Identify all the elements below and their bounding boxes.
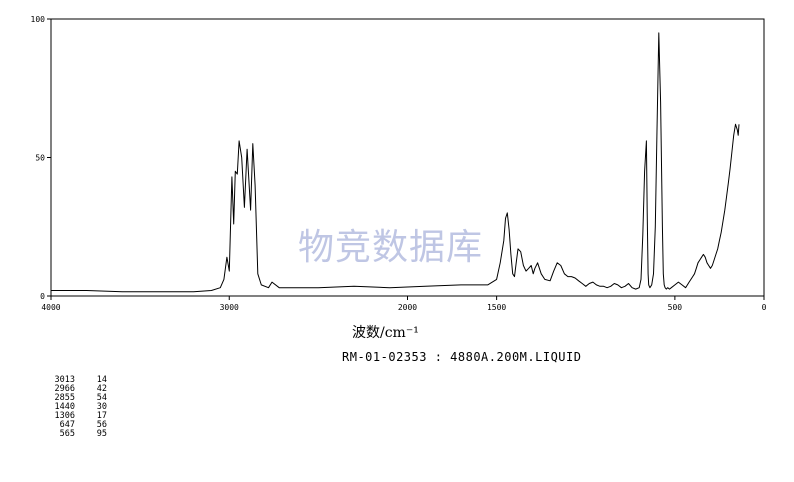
peak-row: 565 95 bbox=[44, 430, 107, 439]
peak-row: 647 56 bbox=[44, 421, 107, 430]
peak-row: 2855 54 bbox=[44, 394, 107, 403]
peak-intensity: 95 bbox=[96, 429, 107, 439]
x-tick-label: 1500 bbox=[487, 303, 506, 312]
peak-wavenumber: 1306 bbox=[54, 411, 75, 421]
peak-row: 1440 30 bbox=[44, 403, 107, 412]
x-tick-label: 0 bbox=[762, 303, 767, 312]
x-tick-label: 2000 bbox=[398, 303, 417, 312]
raman-spectrum-chart: 0 50 100 4000 3000 2000 1500 500 0 bbox=[31, 15, 767, 312]
peak-intensity: 42 bbox=[96, 384, 107, 394]
x-tick-label: 500 bbox=[668, 303, 683, 312]
peak-intensity: 30 bbox=[96, 402, 107, 412]
x-tick-label: 4000 bbox=[41, 303, 60, 312]
x-tick-label: 3000 bbox=[220, 303, 239, 312]
peak-row: 3013 14 bbox=[44, 376, 107, 385]
y-tick-label: 50 bbox=[35, 154, 45, 163]
peak-wavenumber: 3013 bbox=[54, 375, 75, 385]
peak-intensity: 54 bbox=[96, 393, 107, 403]
x-axis-label: 波数/cm⁻¹ bbox=[352, 325, 419, 341]
peak-wavenumber: 565 bbox=[59, 429, 75, 439]
sample-id: RM-01-02353 : 4880A.200M.LIQUID bbox=[342, 350, 582, 364]
peak-wavenumber: 647 bbox=[59, 420, 75, 430]
peak-intensity: 17 bbox=[96, 411, 107, 421]
watermark: 物竞数据库 bbox=[298, 227, 484, 268]
peak-wavenumber: 2855 bbox=[54, 393, 75, 403]
peak-table: 3013 14 2966 42 2855 54 1440 30 1306 17 647 56 565 95 bbox=[44, 376, 107, 439]
y-tick-label: 0 bbox=[40, 292, 45, 301]
peak-intensity: 14 bbox=[96, 375, 107, 385]
spectrum-line bbox=[51, 32, 740, 293]
peak-wavenumber: 2966 bbox=[54, 384, 75, 394]
peak-wavenumber: 1440 bbox=[54, 402, 75, 412]
peak-row: 1306 17 bbox=[44, 412, 107, 421]
peak-row: 2966 42 bbox=[44, 385, 107, 394]
y-tick-label: 100 bbox=[31, 15, 46, 24]
peak-intensity: 56 bbox=[96, 420, 107, 430]
